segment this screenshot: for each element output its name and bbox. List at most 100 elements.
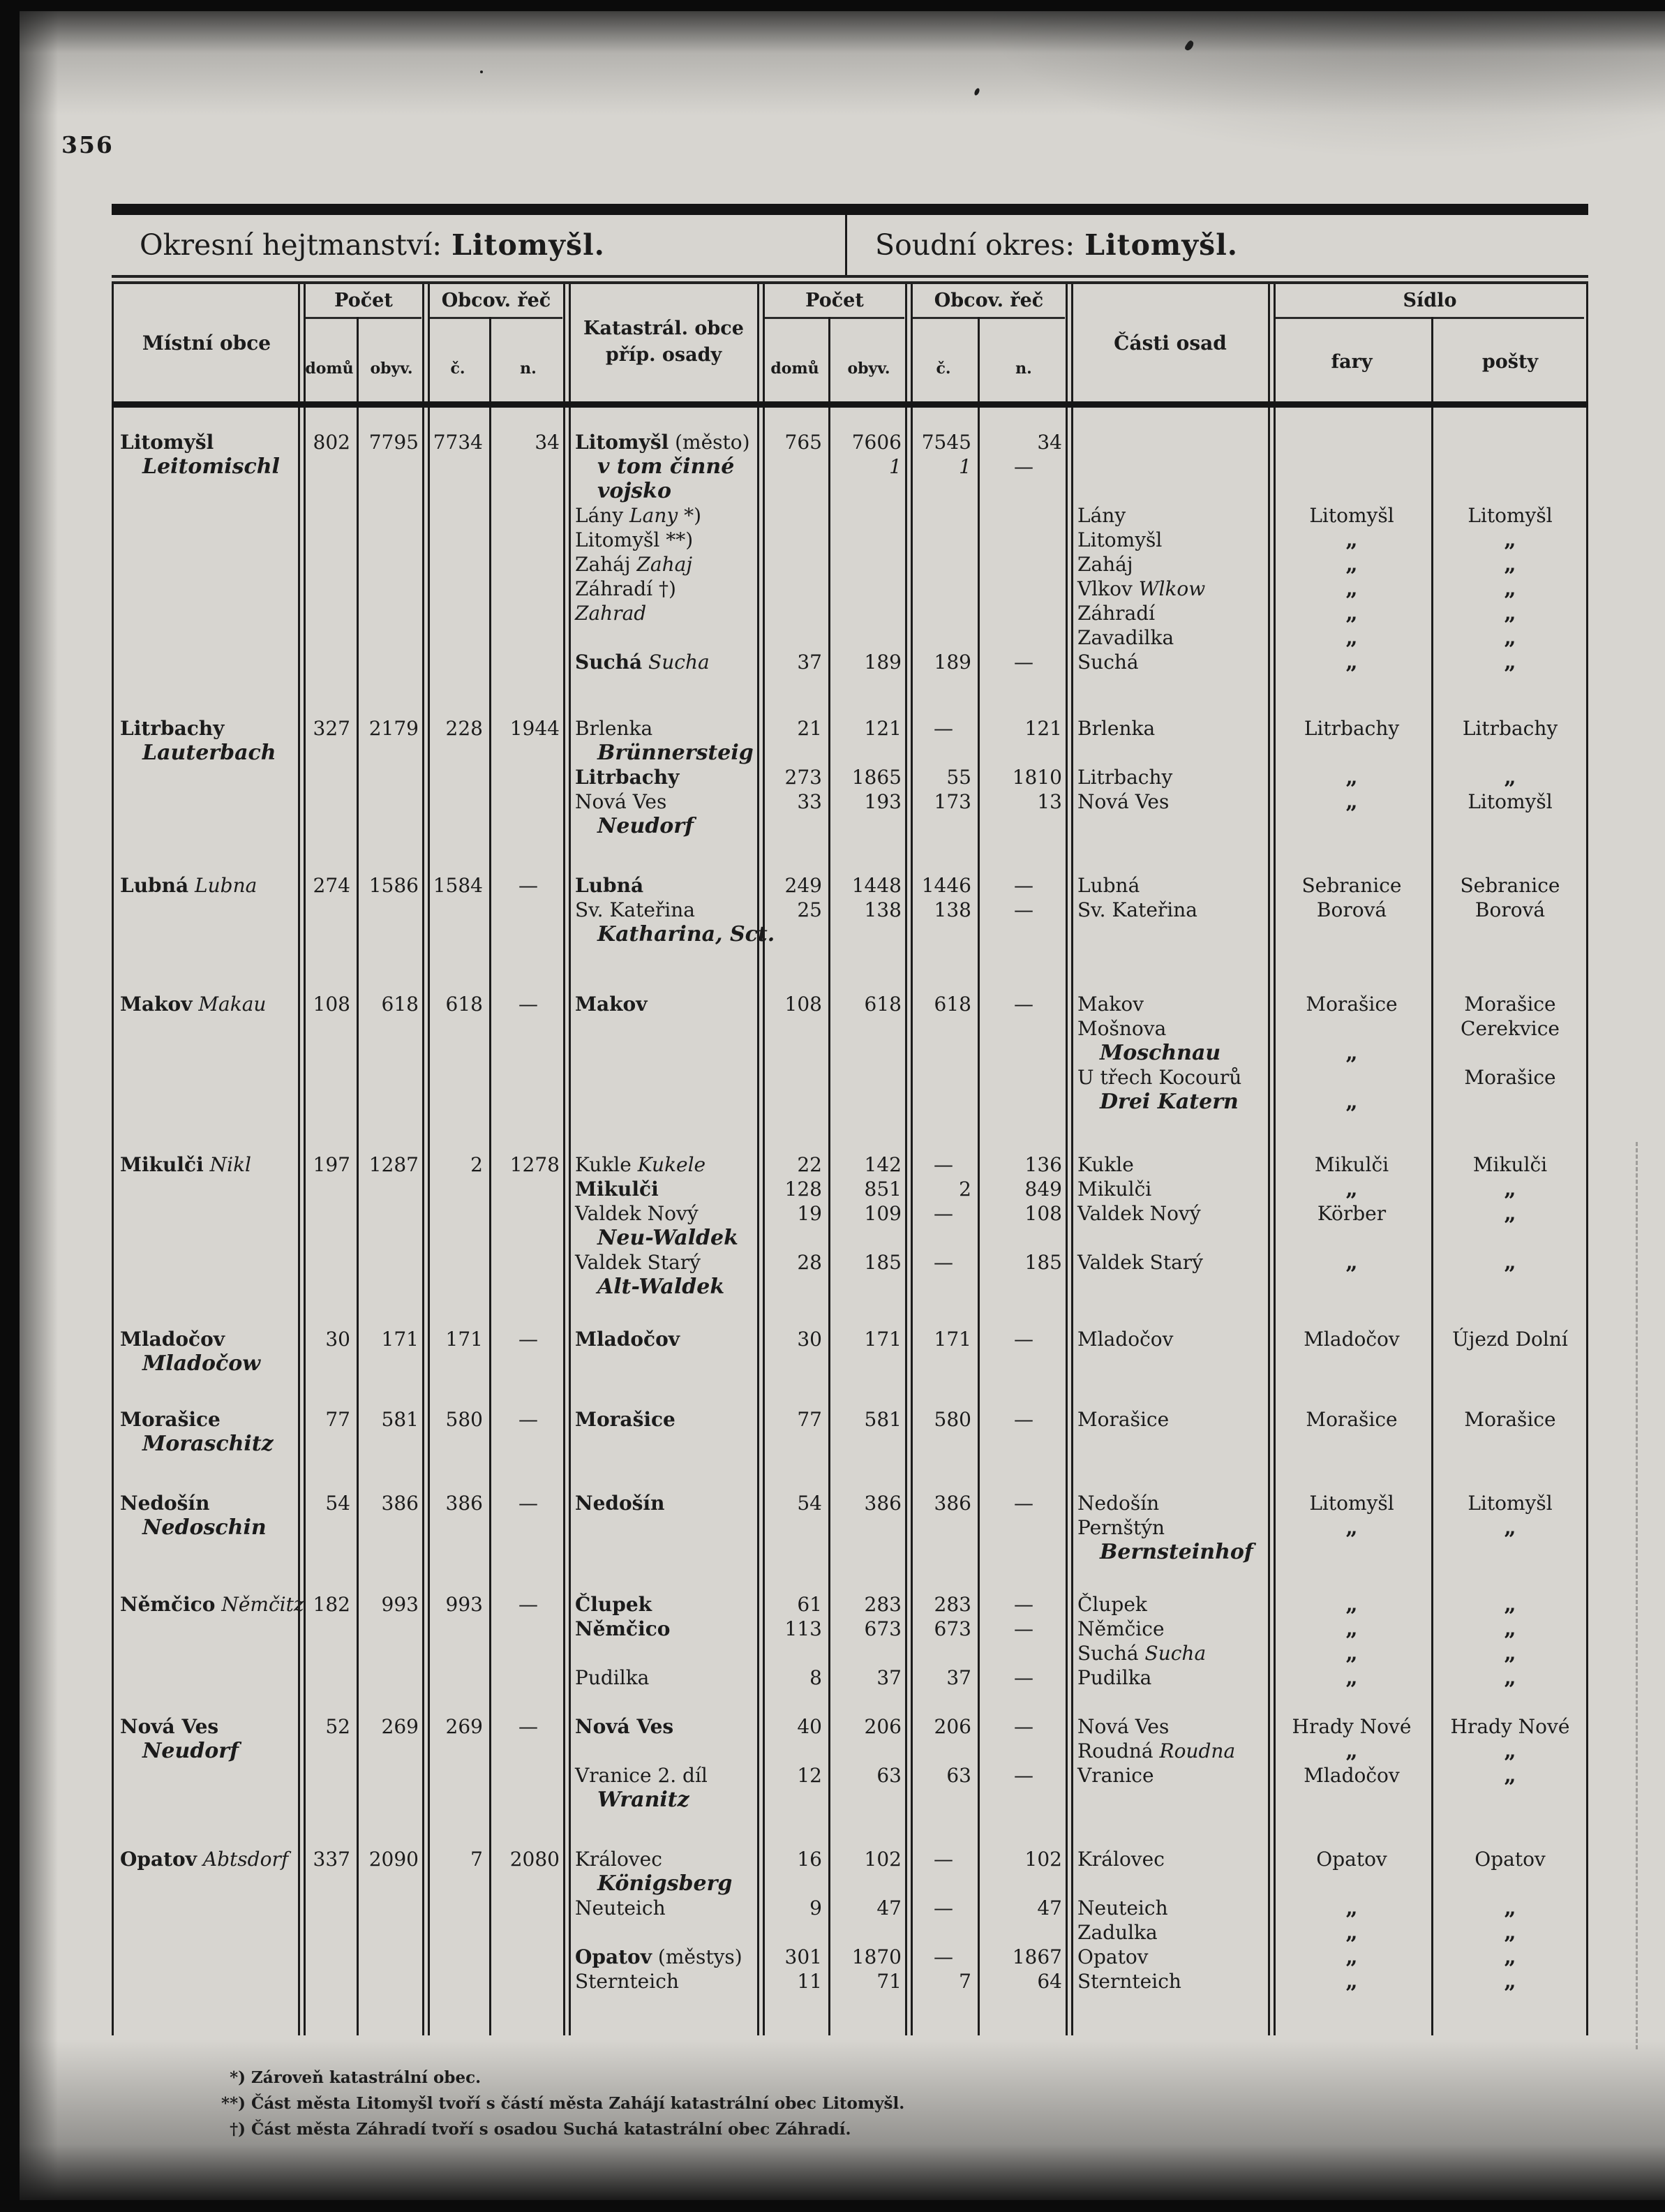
table-row: Lubná Lubna 274 1586 1584— Lubná Sv. Kateřina… bbox=[112, 873, 1588, 947]
cell-line: 77 bbox=[797, 1408, 822, 1431]
table-body: Litomyšl Leitomischl 802 7795 7734 34 Litomyšl… bbox=[112, 408, 1588, 2035]
header-sub-domu-1: domů bbox=[305, 359, 354, 378]
cell-line: 12 bbox=[797, 1764, 822, 1787]
cell-d1: 182 bbox=[301, 1592, 357, 1690]
cell-line: 121 bbox=[864, 717, 902, 740]
cell-line: 171 bbox=[864, 1328, 902, 1351]
cell-d2: 249 25 bbox=[761, 873, 829, 947]
cell-line: 28 bbox=[797, 1251, 822, 1274]
column-rule bbox=[489, 317, 491, 401]
cell-line: Brlenka bbox=[575, 717, 653, 740]
header-sub-n-9: n. bbox=[1015, 359, 1032, 378]
cell-o1: 2090 bbox=[357, 1847, 426, 1994]
cell-line: 618 bbox=[445, 993, 483, 1016]
table-row: Němčico Němčitz 182 993 993— Člupek Němčico Pu… bbox=[112, 1592, 1588, 1690]
cell-line: 1446 bbox=[921, 874, 971, 897]
cell-line: Mladočov bbox=[1304, 1328, 1400, 1351]
cell-n2: 136 849 108 185 bbox=[978, 1152, 1069, 1299]
cell-line: 580 bbox=[445, 1408, 483, 1431]
cell-line: Sternteich bbox=[1077, 1970, 1181, 1993]
cell-fary: Opatov „ „ „ „ bbox=[1271, 1847, 1432, 1994]
cell-line: Nedoschin bbox=[142, 1515, 267, 1540]
cell-line: Litomyšl bbox=[1309, 504, 1394, 527]
cell-o1: 1287 bbox=[357, 1152, 426, 1299]
cell-line: 55 bbox=[946, 766, 971, 789]
cell-line: — bbox=[1014, 1492, 1033, 1515]
footnote-marker: *) bbox=[230, 2068, 246, 2087]
column-rule bbox=[905, 284, 913, 401]
cell-line: 673 bbox=[864, 1617, 902, 1640]
cell-line: Zahrad bbox=[575, 602, 647, 625]
cell-c2: 283 673 37 bbox=[909, 1592, 978, 1690]
cell-kat: Kukle Kukele Mikulči Valdek Nový Neu-Waldek… bbox=[567, 1152, 761, 1299]
cell-line: Člupek bbox=[1077, 1593, 1147, 1616]
cell-posty: Morašice bbox=[1432, 1407, 1588, 1456]
footnote-text: Zároveň katastrální obec. bbox=[251, 2068, 481, 2087]
cell-line: Sv. Kateřina bbox=[575, 898, 695, 921]
cell-c2: — 2 — — bbox=[909, 1152, 978, 1299]
scan-speck bbox=[1184, 39, 1195, 52]
cell-line: Morašice bbox=[1306, 1408, 1398, 1431]
cell-line: 34 bbox=[535, 431, 560, 454]
column-rule bbox=[357, 317, 359, 401]
cell-line: „ bbox=[1504, 552, 1516, 577]
footnote: **) Část města Litomyšl tvoří s částí měs… bbox=[205, 2091, 904, 2116]
cell-line: Morašice bbox=[575, 1408, 675, 1431]
cell-line: 47 bbox=[1037, 1896, 1062, 1920]
column-rule bbox=[1586, 284, 1588, 401]
cell-line: „ bbox=[1345, 1592, 1358, 1617]
cell-line: 765 bbox=[784, 431, 822, 454]
cell-line: Pudilka bbox=[1077, 1666, 1152, 1689]
cell-line: Mladočov bbox=[575, 1328, 680, 1351]
header-katastral-line2: příp. osady bbox=[605, 344, 722, 366]
cell-line: 618 bbox=[864, 993, 902, 1016]
cell-line: 197 bbox=[313, 1153, 350, 1176]
cell-line: Litomyšl bbox=[1468, 504, 1553, 527]
cell-line: 1 bbox=[959, 455, 971, 478]
header-sub-c-3: č. bbox=[450, 359, 465, 378]
cell-fary: Mikulči „ Körber „ bbox=[1271, 1152, 1432, 1299]
cell-line: 64 bbox=[1037, 1970, 1062, 1993]
cell-line: 1287 bbox=[368, 1153, 419, 1176]
column-rule bbox=[1431, 408, 1433, 2035]
table-row: Makov Makau 108 618 618 — Makov 108 618 618 — Mako… bbox=[112, 992, 1588, 1114]
group-underline bbox=[306, 317, 421, 319]
cell-line: 173 bbox=[934, 790, 971, 813]
cell-n2: — bbox=[978, 1327, 1069, 1376]
column-rule bbox=[1268, 408, 1276, 2035]
cell-line: Bernsteinhof bbox=[1100, 1540, 1253, 1564]
cell-line: Neuteich bbox=[1077, 1896, 1168, 1920]
table-row: Nová Ves Neudorf 52 269 269— Nová Ves Vranice … bbox=[112, 1714, 1588, 1812]
cell-line: 206 bbox=[934, 1715, 971, 1738]
table-row: Litrbachy Lauterbach 327 2179 228 1944 Brlenka… bbox=[112, 716, 1588, 838]
cell-line: — bbox=[518, 874, 538, 897]
cell-casti: Člupek Němčice Suchá Sucha Pudilka bbox=[1069, 1592, 1271, 1690]
cell-o1: 1586 bbox=[357, 873, 426, 947]
cell-casti: Brlenka Litrbachy Nová Ves bbox=[1069, 716, 1271, 838]
cell-fary: Morašice bbox=[1271, 1407, 1432, 1456]
cell-line: Záhradí †) bbox=[575, 577, 676, 600]
header-group-pocet-1: Počet bbox=[334, 290, 393, 311]
cell-line: Nová Ves bbox=[1077, 1715, 1170, 1738]
cell-d2: 16 9 301 11 bbox=[761, 1847, 829, 1994]
cell-line: Suchá bbox=[1077, 651, 1139, 674]
column-rule bbox=[563, 284, 571, 401]
cell-line: „ bbox=[1504, 528, 1516, 552]
header-group-obcov-rec-1: Obcov. řeč bbox=[441, 290, 551, 311]
cell-line: Leitomischl bbox=[142, 454, 280, 479]
cell-casti: Nedošín Pernštýn Bernsteinhof bbox=[1069, 1491, 1271, 1564]
cell-line: — bbox=[1014, 1666, 1033, 1689]
cell-line: Litrbachy bbox=[575, 766, 680, 789]
cell-line: — bbox=[1014, 993, 1033, 1016]
cell-o1: 618 bbox=[357, 992, 426, 1114]
cell-line: Zavadilka bbox=[1077, 626, 1174, 649]
cell-d2: 30 bbox=[761, 1327, 829, 1376]
cell-line: — bbox=[1014, 1715, 1033, 1738]
cell-line: 386 bbox=[864, 1492, 902, 1515]
header-sub-n-4: n. bbox=[520, 359, 537, 378]
cell-d1: 30 bbox=[301, 1327, 357, 1376]
cell-d2: 77 bbox=[761, 1407, 829, 1456]
cell-line: 269 bbox=[445, 1715, 483, 1738]
cell-o2: 206 63 bbox=[829, 1714, 909, 1812]
cell-line: 11 bbox=[797, 1970, 822, 1993]
